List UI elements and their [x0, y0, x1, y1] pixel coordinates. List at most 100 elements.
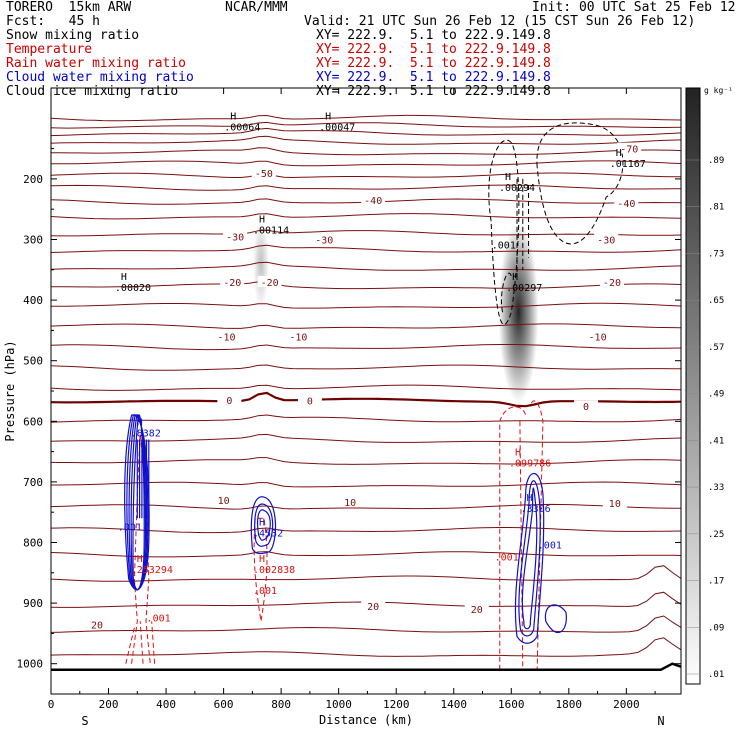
field-label-temperature: Temperature [6, 42, 93, 57]
max-marker-h: H [259, 214, 265, 225]
isotherm-16 [51, 344, 681, 351]
x-tick-label: 200 [99, 698, 119, 711]
init-time: Init: 00 UTC Sat 25 Feb 12 [532, 0, 736, 15]
max-marker-h: H [259, 517, 265, 528]
isotherm-label-bg-9 [297, 394, 322, 406]
field-maxima: H.00064H.00047H.00114H.00020H.00294.001H… [115, 111, 646, 624]
isotherm-18 [51, 384, 681, 391]
ice-contour-3 [501, 272, 512, 313]
x-tick-label: 2000 [613, 698, 640, 711]
rain-contour-0 [131, 433, 151, 664]
max-label-cloud: .8382 [131, 428, 161, 439]
isotherm-9 [51, 213, 681, 220]
isotherm-label-bg-3 [312, 233, 337, 245]
max-label-rain: .099786 [509, 459, 551, 470]
x-tick-label: 1200 [383, 698, 410, 711]
x-tick-label: 1800 [556, 698, 583, 711]
x-tick-label: 600 [214, 698, 234, 711]
cloud-water-contours [124, 414, 567, 644]
isotherm-label-bg-18 [599, 275, 624, 287]
max-label-ice: .00294 [499, 183, 535, 194]
colorbar-ramp [685, 87, 701, 685]
x-tick-label: 1400 [440, 698, 467, 711]
max-label-ice: .00020 [115, 283, 151, 294]
colorbar-label: .25 [708, 530, 724, 540]
isotherm-label-bg-13 [361, 600, 386, 612]
isotherm-label-bg-14 [464, 603, 489, 615]
cloud-contour-mid-1 [254, 503, 274, 547]
rain-contour-1 [125, 621, 156, 664]
isotherm-label: 10 [609, 499, 621, 510]
isotherm-label: 20 [91, 620, 103, 631]
max-marker-h: H [515, 448, 521, 459]
isotherm-label: -50 [255, 169, 273, 180]
colorbar-label: .33 [708, 483, 724, 493]
field-label-rain: Rain water mixing ratio [6, 56, 187, 71]
max-label-rain: .253294 [131, 565, 173, 576]
x-tick-label: 0 [48, 698, 55, 711]
isotherm-0 [51, 114, 681, 122]
isotherm-label: 0 [307, 397, 313, 408]
isotherm-2 [51, 127, 681, 137]
isotherm-15 [51, 323, 681, 329]
isotherm-label-bg-6 [214, 330, 239, 342]
colorbar: g kg⁻¹ .01 .09 .17 .25 .33 .41 .49 .57 .65 .73 .81.… [685, 86, 733, 685]
isotherm-label: 10 [218, 496, 230, 507]
isotherm-14 [51, 302, 681, 309]
max-marker-h: H [505, 172, 511, 183]
isotherm-6 [51, 172, 681, 179]
colorbar-label: .65 [708, 296, 724, 306]
isotherm-label-bg-2 [223, 230, 248, 242]
isotherm-label: -40 [364, 196, 382, 207]
isotherm-label: 10 [344, 498, 356, 509]
max-marker-h: H [230, 111, 236, 122]
cloud-contour-cell [544, 604, 567, 634]
isotherm-label: -20 [603, 278, 621, 289]
max-label-rain: .002838 [253, 565, 295, 576]
isotherm-27 [51, 565, 681, 582]
max-marker-h: H [325, 111, 331, 122]
colorbar-label: .01 [708, 670, 724, 680]
isotherm-label-bg-5 [257, 275, 282, 287]
x-end-left: S [81, 714, 88, 728]
max-label-ice: .01167 [610, 159, 646, 170]
isotherm-4 [51, 147, 681, 156]
max-label-ice: .00047 [319, 122, 355, 133]
y-tick-label: 500 [23, 355, 43, 368]
cloud-contour-right-0 [514, 472, 545, 644]
isotherm-5 [51, 160, 681, 167]
isotherm-13 [51, 281, 681, 290]
field-label-cloud-water: Cloud water mixing ratio [6, 70, 194, 85]
isotherm-30 [51, 637, 681, 657]
isotherm-label-bg-7 [286, 330, 311, 342]
ice-contour-0 [488, 139, 520, 326]
cloud-contour-right-2 [521, 487, 538, 630]
ground-line [51, 662, 681, 672]
max-marker-h: H [137, 554, 143, 565]
isotherm-22 [51, 457, 681, 465]
field-label-snow: Snow mixing ratio [6, 28, 140, 43]
colorbar-label: .41 [708, 436, 724, 446]
x-axis-title: Distance (km) [319, 713, 413, 727]
isotherm-label: 0 [226, 396, 232, 407]
y-tick-label: 600 [23, 415, 43, 428]
isotherm-label-bg-8 [217, 394, 242, 406]
isotherm-25 [51, 527, 681, 534]
isotherm-label: -10 [289, 332, 307, 343]
forecast-hour: Fcst: 45 h [6, 14, 100, 29]
isotherm-label: -30 [226, 232, 244, 243]
field-xy-rain: XY= 222.9. 5.1 to 222.9.149.8 [316, 56, 551, 71]
isotherm-label-bg-12 [85, 618, 110, 630]
y-tick-label: 200 [23, 173, 43, 186]
isotherm-label: -10 [217, 332, 235, 343]
isotherm-label-bg-20 [574, 400, 599, 412]
isotherm-label: -20 [223, 278, 241, 289]
isotherm-3 [51, 135, 681, 145]
isotherm-label-bg-1 [361, 194, 386, 206]
isotherm-label-bg-21 [602, 497, 627, 509]
isotherm-label: 0 [583, 402, 589, 413]
x-axis: 0 200 400 600 800 1000 1200 1400 1600 1800 2000Dis… [48, 88, 665, 728]
field-xy-temperature: XY= 222.9. 5.1 to 222.9.149.8 [316, 42, 551, 57]
max-label-ice: .00064 [224, 122, 260, 133]
